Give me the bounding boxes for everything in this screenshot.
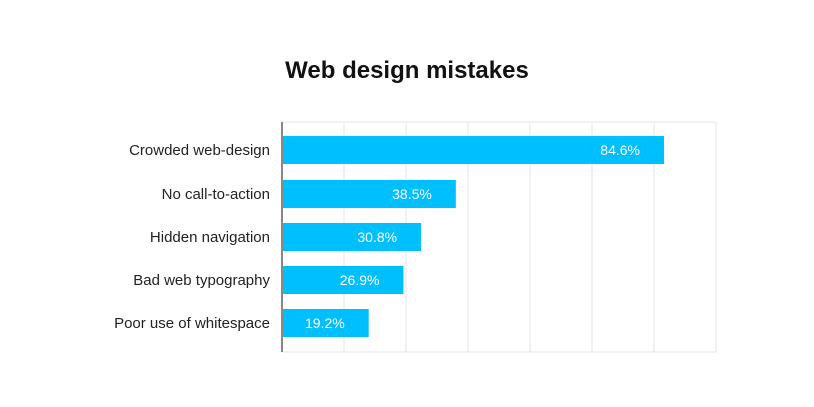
category-label: Crowded web-design — [129, 142, 270, 159]
bar — [282, 136, 664, 164]
value-labels: 84.6% 38.5% 30.8% 26.9% 19.2% — [305, 142, 640, 331]
value-label: 19.2% — [305, 315, 345, 331]
bar — [282, 223, 422, 251]
chart-title: Web design mistakes — [285, 57, 529, 84]
bars — [282, 136, 664, 337]
category-labels: Crowded web-design No call-to-action Hidde… — [114, 142, 270, 332]
value-label: 30.8% — [357, 229, 397, 245]
value-label: 84.6% — [600, 142, 640, 158]
category-label: Poor use of whitespace — [114, 315, 270, 332]
category-label: Bad web typography — [133, 272, 270, 289]
bar — [282, 180, 456, 208]
category-label: Hidden navigation — [150, 229, 270, 246]
value-label: 38.5% — [392, 186, 432, 202]
category-label: No call-to-action — [162, 186, 270, 203]
value-label: 26.9% — [340, 272, 380, 288]
bar — [282, 266, 404, 294]
bar — [282, 309, 369, 337]
